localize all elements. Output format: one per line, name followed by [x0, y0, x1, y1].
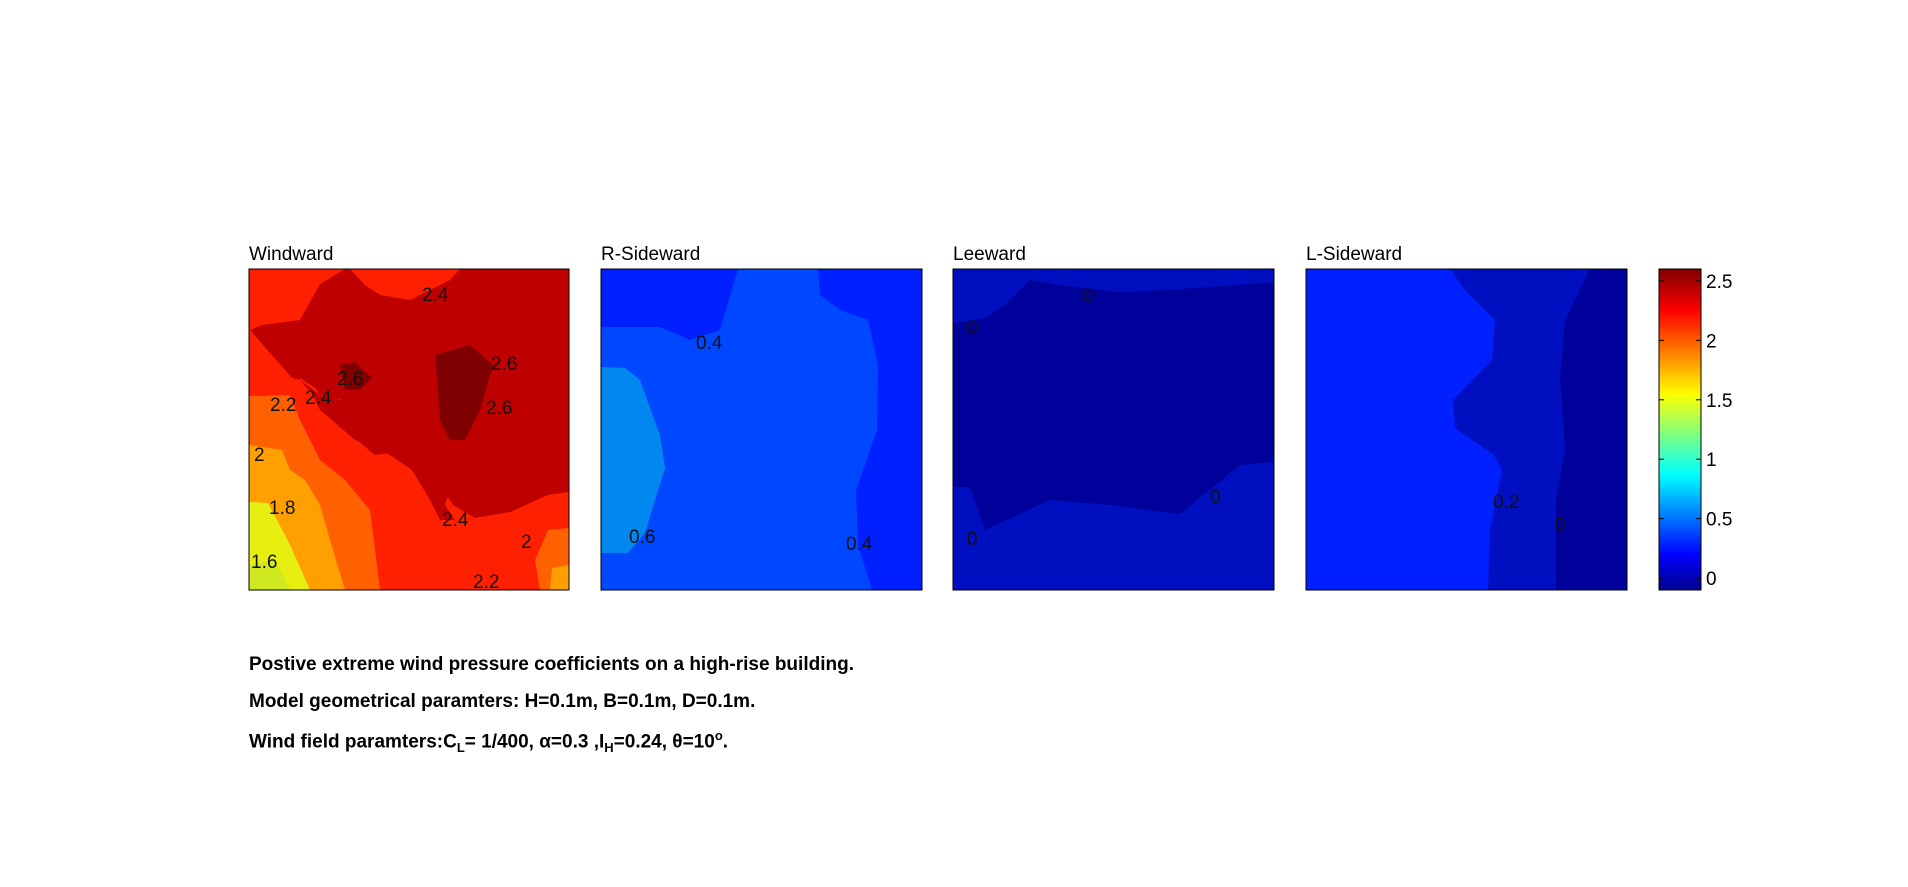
- region-level-0-0: [953, 487, 990, 590]
- contour-label: 2: [521, 532, 532, 553]
- contour-label: 0.6: [629, 527, 655, 548]
- colorbar-tick-label: 1.5: [1706, 391, 1732, 412]
- region-level-0-6: [601, 367, 665, 553]
- contour-label: 2.6: [486, 398, 512, 419]
- contour-label: 0.2: [1493, 492, 1519, 513]
- contour-label: 2.4: [442, 510, 469, 531]
- panel-title-l-sideward: L-Sideward: [1306, 244, 1402, 265]
- caption-line-3-prefix: Wind field paramters:C: [249, 731, 457, 753]
- caption-line-3-end: .: [722, 731, 729, 753]
- region-level-2-4: [306, 345, 350, 380]
- colorbar-gradient: [1658, 268, 1702, 591]
- contour-label: 0.4: [846, 534, 873, 555]
- region-level-0-0: [1450, 269, 1590, 590]
- colorbar-tick-label: 1: [1706, 450, 1717, 471]
- region-level-1-8: [550, 565, 569, 590]
- panel-l-sideward: L-Sideward 0.2 0: [1305, 244, 1628, 591]
- caption-line-2: Model geometrical paramters: H=0.1m, B=0…: [249, 691, 756, 712]
- panel-leeward: Leeward 0 0 0 0: [952, 244, 1275, 591]
- contour-label: 2.6: [337, 369, 363, 390]
- caption-line-3: Wind field paramters:CL= 1/400, α=0.3 ,I…: [249, 728, 728, 755]
- panel-frame: [1305, 268, 1628, 591]
- panel-title-windward: Windward: [249, 244, 333, 265]
- panel-frame: [952, 268, 1275, 591]
- contour-label: 2.2: [473, 572, 499, 593]
- region-level-neg: [1556, 269, 1627, 590]
- contour-label: 2: [254, 445, 265, 466]
- region-level-0-0: [953, 269, 1274, 323]
- caption-sub-l: L: [456, 740, 465, 756]
- caption-sub-h: H: [604, 740, 614, 756]
- contour-label: 0: [967, 318, 978, 339]
- region-level-2-6: [435, 345, 493, 440]
- contour-label: 2.2: [270, 395, 296, 416]
- caption-alpha: α=0.3 ,I: [539, 731, 605, 753]
- contour-label: 0: [1555, 515, 1566, 536]
- region-level-2-6: [340, 362, 372, 390]
- contour-label: 0: [1083, 286, 1094, 307]
- panel-frame: [248, 268, 570, 591]
- panel-r-sideward: R-Sideward 0.4 0.6 0.4: [600, 244, 923, 591]
- colorbar-tick-label: 2.5: [1706, 272, 1732, 293]
- caption-sup-o: o: [714, 728, 723, 743]
- panel-frame: [600, 268, 923, 591]
- panel-title-leeward: Leeward: [953, 244, 1026, 265]
- contour-label: 2.4: [422, 285, 449, 306]
- panel-title-r-sideward: R-Sideward: [601, 244, 700, 265]
- contour-label: 0: [1210, 487, 1221, 508]
- contour-label: 0: [967, 529, 978, 550]
- region-level-1-5: [249, 560, 290, 590]
- region-level-0-0: [953, 462, 1274, 590]
- colorbar-tick-label: 0: [1706, 569, 1717, 590]
- caption-line-1: Postive extreme wind pressure coefficien…: [249, 654, 854, 675]
- panel-windward: Windward: [248, 244, 570, 593]
- contour-label: 2.6: [491, 354, 517, 375]
- caption-line-3-mid2: =0.24, θ=10: [613, 731, 715, 753]
- colorbar-tick-label: 2: [1706, 331, 1717, 352]
- contour-label: 2.4: [305, 388, 332, 409]
- colorbar: 2.5 2 1.5 1 0.5 0: [1658, 268, 1732, 591]
- caption-line-3-mid1: = 1/400,: [464, 731, 540, 753]
- contour-label: 1.6: [251, 552, 277, 573]
- colorbar-ticks: 2.5 2 1.5 1 0.5 0: [1659, 272, 1732, 590]
- region-level-0-4: [601, 269, 878, 590]
- colorbar-tick-label: 0.5: [1706, 510, 1732, 531]
- region-level-2-2: [249, 269, 345, 326]
- contour-label: 1.8: [269, 498, 295, 519]
- contour-label: 0.4: [696, 333, 723, 354]
